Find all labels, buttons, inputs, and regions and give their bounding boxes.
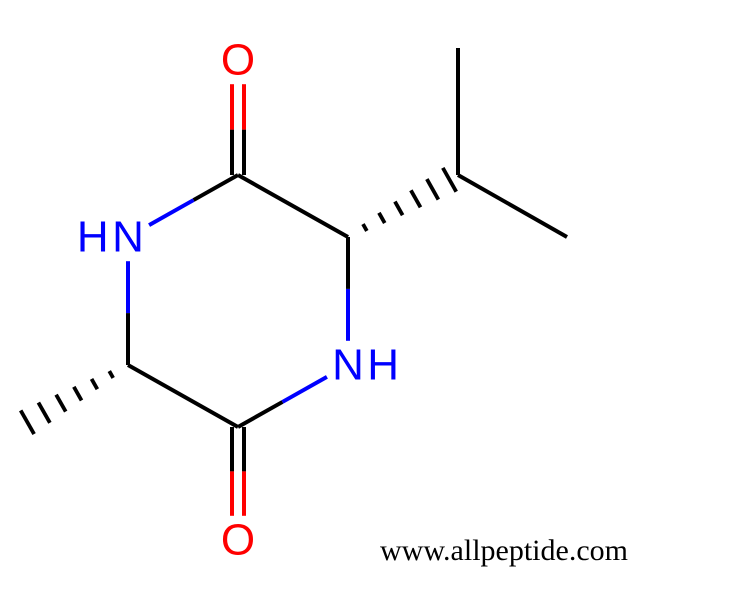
- bond-wedge-hash: [443, 168, 456, 192]
- svg-text:H: H: [77, 213, 109, 262]
- bond-single: [238, 175, 348, 237]
- bond-wedge-hash: [379, 213, 385, 223]
- atom-label-oxygen: O: [221, 36, 255, 85]
- molecule-canvas: ONHONHwww.allpeptide.com: [0, 0, 755, 592]
- watermark-text: www.allpeptide.com: [380, 534, 628, 567]
- atom-labels: ONHONH: [77, 36, 399, 565]
- svg-text:N: N: [112, 213, 144, 262]
- bond-single: [128, 365, 238, 427]
- svg-text:H: H: [367, 341, 399, 390]
- bond-wedge-hash: [21, 410, 34, 434]
- bond-single: [149, 200, 193, 225]
- atom-label-oxygen: O: [221, 516, 255, 565]
- bond-single: [238, 402, 282, 427]
- bond-single: [458, 175, 567, 237]
- bond-wedge-hash: [38, 403, 50, 423]
- svg-text:N: N: [332, 341, 364, 390]
- bond-wedge-hash: [395, 202, 403, 216]
- atom-label-nitrogen: NH: [77, 213, 144, 262]
- bond-wedge-hash: [109, 371, 113, 378]
- bond-wedge-hash: [92, 379, 98, 389]
- bond-wedge-hash: [363, 224, 367, 231]
- bond-wedge-hash: [74, 387, 82, 401]
- bond-wedge-hash: [56, 395, 66, 412]
- bond-wedge-hash: [427, 179, 439, 199]
- atom-label-nitrogen: NH: [332, 341, 399, 390]
- bond-wedge-hash: [411, 190, 421, 207]
- bond-single: [282, 377, 326, 402]
- bond-single: [194, 175, 238, 200]
